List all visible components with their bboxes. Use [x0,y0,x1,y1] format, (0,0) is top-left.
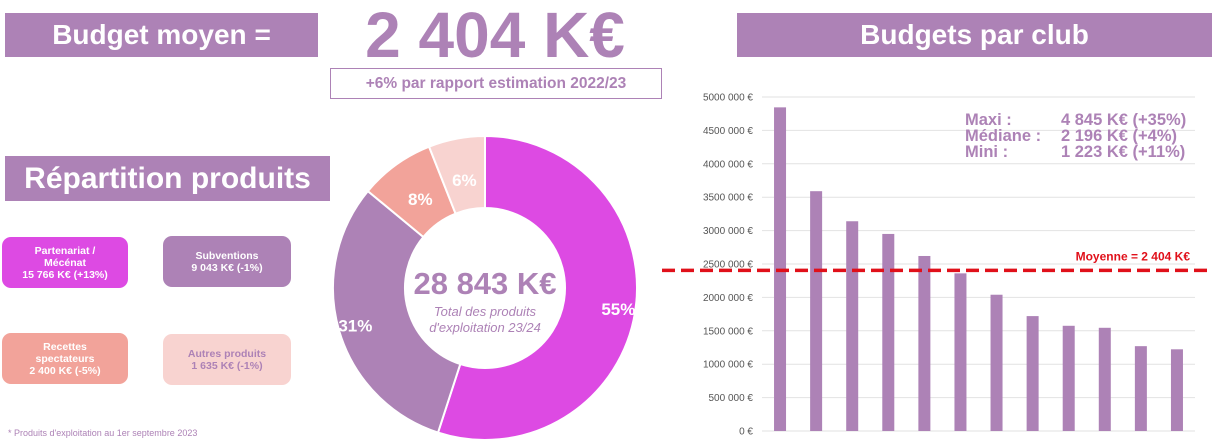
bar-chart: 0 € 500 000 € 1000 000 € 1500 000 € 2000 000… [662,93,1213,438]
bar [1062,325,1075,431]
card-line: Autres produits [187,347,267,360]
repartition-title-band: Répartition produits [5,156,330,201]
donut-slice-label: 8% [408,190,433,209]
donut-center-caption-2: d'exploitation 23/24 [429,320,541,335]
card-partenariat: Partenariat / Mécénat 15 766 K€ (+13%) [2,237,128,288]
y-tick-label: 0 € [739,427,753,438]
bar [1170,349,1183,431]
stat-row-mediane: Médiane : 2 196 K€ (+4%) [965,127,1186,145]
bar [846,221,859,431]
stat-row-mini: Mini : 1 223 K€ (+11%) [965,143,1186,161]
bar [882,233,895,431]
footnote: * Produits d'exploitation au 1er septemb… [8,428,198,438]
bar [954,273,967,431]
y-tick-label: 4000 000 € [703,159,753,170]
budgets-title: Budgets par club [860,19,1089,50]
bar [810,191,823,431]
card-line: Mécénat [43,256,86,269]
card-line: spectateurs [35,352,95,365]
card-line: Partenariat / [34,244,96,257]
bar [1134,346,1147,431]
mean-label: Moyenne = 2 404 K€ [1076,249,1191,263]
bar [1026,316,1039,431]
card-line: 15 766 K€ (+13%) [22,268,108,281]
stat-value: 2 196 K€ (+4%) [1061,127,1178,145]
donut-slice [332,189,462,434]
bar [918,255,931,431]
stat-label: Médiane : [965,127,1042,145]
donut-slice-label: 31% [338,317,372,336]
bar [1098,327,1111,431]
donut-slice-label: 55% [601,300,635,319]
y-tick-label: 1000 000 € [703,360,753,371]
repartition-title: Répartition produits [24,161,311,195]
y-tick-label: 3000 000 € [703,226,753,237]
card-autres: Autres produits 1 635 K€ (-1%) [163,334,291,385]
donut-chart: 55%31%8%6% 28 843 K€ Total des produits … [332,134,638,441]
card-line: 2 400 K€ (-5%) [29,364,101,377]
donut-center-caption-1: Total des produits [434,304,537,319]
y-tick-label: 2000 000 € [703,293,753,304]
budget-delta: +6% par rapport estimation 2022/23 [365,74,627,92]
donut-labels: 55% 31% 8% 6% [338,171,635,336]
y-tick-label: 500 000 € [709,393,754,404]
card-line: 1 635 K€ (-1%) [191,359,263,372]
budget-delta-box: +6% par rapport estimation 2022/23 [330,68,662,99]
y-tick-label: 2500 000 € [703,260,753,271]
y-tick-label: 4500 000 € [703,126,753,137]
donut-center-value: 28 843 K€ [413,266,556,301]
budget-value: 2 404 K€ [365,0,625,71]
budgets-title-band: Budgets par club [737,13,1212,57]
donut-slices [332,134,638,441]
donut-slice [427,134,486,215]
y-tick-label: 5000 000 € [703,93,753,104]
stat-value: 1 223 K€ (+11%) [1061,143,1186,161]
stat-label: Maxi : [965,111,1012,129]
budget-label: Budget moyen = [52,19,271,50]
card-recettes: Recettes spectateurs 2 400 K€ (-5%) [2,333,128,384]
y-tick-label: 3500 000 € [703,193,753,204]
card-line: Recettes [43,340,87,353]
card-line: 9 043 K€ (-1%) [191,261,263,274]
donut-slice-label: 6% [452,171,477,190]
budget-label-band: Budget moyen = [5,13,318,57]
stat-row-maxi: Maxi : 4 845 K€ (+35%) [965,111,1187,129]
card-line: Subventions [195,249,259,262]
stats-box: Maxi : 4 845 K€ (+35%) Médiane : 2 196 K€ … [965,111,1187,161]
stat-label: Mini : [965,143,1009,161]
card-subventions: Subventions 9 043 K€ (-1%) [163,236,291,287]
donut-slice [436,134,638,441]
y-tick-label: 1500 000 € [703,326,753,337]
bar [990,294,1003,431]
stat-value: 4 845 K€ (+35%) [1061,111,1187,129]
